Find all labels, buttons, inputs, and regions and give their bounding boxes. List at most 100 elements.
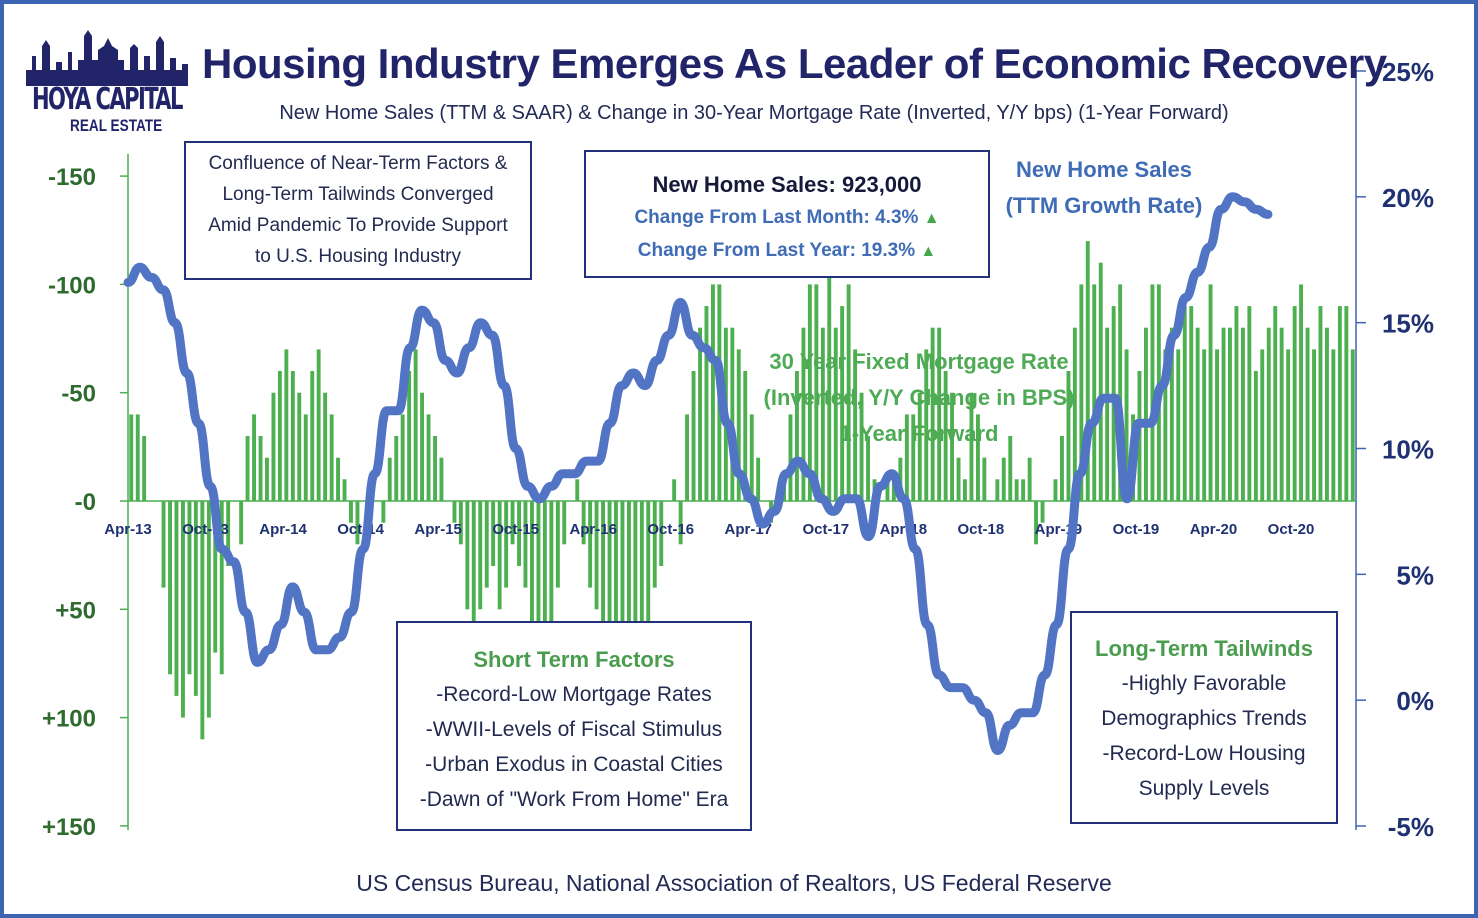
mortgage-bar bbox=[1350, 349, 1355, 501]
chart-subtitle: New Home Sales (TTM & SAAR) & Change in … bbox=[279, 102, 1229, 124]
x-axis-tick-label: Oct-17 bbox=[802, 521, 849, 538]
mortgage-bar bbox=[394, 436, 399, 501]
up-triangle-icon: ▲ bbox=[923, 210, 940, 227]
mortgage-bar bbox=[827, 262, 832, 501]
mortgage-bar bbox=[336, 457, 340, 501]
mortgage-bar bbox=[1008, 436, 1013, 501]
mortgage-bar bbox=[581, 501, 586, 545]
mortgage-bar bbox=[323, 392, 328, 501]
mortgage-bar bbox=[277, 371, 282, 501]
mortgage-bar bbox=[458, 501, 463, 545]
mortgage-bar bbox=[1150, 284, 1155, 501]
mortgage-bar bbox=[937, 327, 942, 501]
mortgage-bar bbox=[627, 501, 631, 718]
long-term-item: -Record-Low Housing bbox=[1102, 742, 1306, 765]
mortgage-bar bbox=[633, 501, 638, 696]
sales-growth-line bbox=[123, 192, 1273, 755]
note-line: Long-Term Tailwinds Converged bbox=[222, 184, 494, 205]
mortgage-bar bbox=[381, 501, 386, 523]
x-axis-tick-label: Oct-18 bbox=[958, 521, 1005, 538]
mortgage-bar bbox=[607, 501, 612, 653]
line-series bbox=[123, 192, 1273, 755]
mortgage-bar bbox=[1060, 436, 1064, 501]
mortgage-bar bbox=[588, 501, 593, 588]
short-term-heading: Short Term Factors bbox=[473, 647, 675, 672]
mortgage-bar bbox=[1098, 262, 1103, 501]
mortgage-bar bbox=[245, 436, 250, 501]
mortgage-bar bbox=[904, 414, 909, 501]
mortgage-bar bbox=[678, 501, 683, 545]
mortgage-bar bbox=[1163, 349, 1168, 501]
mortgage-bar bbox=[303, 414, 308, 501]
mortgage-bar bbox=[258, 436, 263, 501]
mortgage-bar bbox=[1001, 457, 1006, 501]
mortgage-bar bbox=[814, 284, 819, 501]
chart-canvas: -150 -100 -50 -0 +50 +100 +150 25% 20% 15% 10% 5% 0%… bbox=[42, 57, 1434, 842]
mortgage-bar bbox=[407, 371, 412, 501]
mortgage-bar bbox=[711, 284, 715, 501]
mortgage-bar bbox=[995, 479, 1000, 501]
annotation-line: 1-Year Forward bbox=[839, 421, 999, 446]
mortgage-bar bbox=[652, 501, 657, 588]
mortgage-bar bbox=[1292, 306, 1297, 501]
mortgage-bar bbox=[963, 479, 967, 501]
annotation-line: (TTM Growth Rate) bbox=[1005, 193, 1203, 218]
mortgage-bar bbox=[1195, 327, 1200, 501]
mortgage-bar bbox=[1189, 306, 1194, 501]
mortgage-bar bbox=[1169, 327, 1174, 501]
mortgage-bar bbox=[174, 501, 179, 696]
left-axis-tick-label: -50 bbox=[61, 381, 96, 408]
x-axis-tick-label: Oct-20 bbox=[1268, 521, 1315, 538]
mortgage-bar bbox=[342, 479, 347, 501]
mortgage-bar bbox=[161, 501, 166, 588]
left-axis-tick-label: -150 bbox=[48, 164, 96, 191]
mortgage-bar bbox=[1118, 284, 1123, 501]
mortgage-bar bbox=[1337, 306, 1342, 501]
left-axis-tick-label: -100 bbox=[48, 272, 96, 299]
short-term-item: -Dawn of "Work From Home" Era bbox=[419, 788, 729, 811]
mortgage-bar bbox=[601, 501, 605, 631]
sales-heading: New Home Sales: 923,000 bbox=[652, 172, 922, 197]
mortgage-bar bbox=[1066, 371, 1071, 501]
sales-summary-box: New Home Sales: 923,000 Change From Last… bbox=[584, 150, 990, 278]
mortgage-bar bbox=[310, 371, 315, 501]
sales-year-change: Change From Last Year: 19.3% ▲ bbox=[586, 235, 988, 268]
mortgage-bar bbox=[575, 479, 580, 501]
mortgage-bar bbox=[1266, 327, 1271, 501]
right-axis-tick-label: 20% bbox=[1382, 183, 1434, 213]
mortgage-bar bbox=[1279, 327, 1284, 501]
right-axis-tick-label: 25% bbox=[1382, 57, 1434, 87]
mortgage-bar bbox=[833, 327, 838, 501]
left-axis-tick-label: +100 bbox=[42, 706, 96, 733]
mortgage-bar bbox=[433, 436, 437, 501]
mortgage-series-annotation: 30 Year Fixed Mortgage Rate (Inverted, Y… bbox=[759, 344, 1079, 452]
x-axis-tick-label: Apr-20 bbox=[1190, 521, 1238, 538]
logo-line-2: REAL ESTATE bbox=[70, 116, 163, 135]
mortgage-bar bbox=[413, 349, 418, 501]
mortgage-bar bbox=[866, 436, 870, 501]
mortgage-bar bbox=[252, 414, 256, 501]
mortgage-bar bbox=[820, 327, 825, 501]
long-term-item: Supply Levels bbox=[1138, 777, 1270, 800]
mortgage-bar bbox=[349, 501, 353, 523]
x-axis-tick-label: Apr-18 bbox=[880, 521, 928, 538]
note-line: Confluence of Near-Term Factors & bbox=[208, 153, 508, 174]
mortgage-bar bbox=[1202, 349, 1207, 501]
mortgage-bar bbox=[504, 501, 509, 588]
mortgage-bar bbox=[1318, 306, 1323, 501]
mortgage-bar bbox=[614, 501, 618, 675]
mortgage-bar bbox=[387, 457, 392, 501]
mortgage-bar bbox=[795, 371, 799, 501]
logo-line-1: HOYA CAPITAL bbox=[32, 82, 183, 117]
mortgage-bar bbox=[1040, 501, 1045, 523]
mortgage-bar bbox=[530, 501, 534, 631]
mortgage-bar bbox=[924, 349, 929, 501]
mortgage-bar bbox=[788, 414, 793, 501]
mortgage-bar bbox=[510, 501, 515, 545]
mortgage-bar bbox=[976, 414, 980, 501]
skyline-icon bbox=[26, 30, 188, 86]
mortgage-bar bbox=[859, 392, 864, 501]
mortgage-bar bbox=[1344, 306, 1349, 501]
mortgage-bar bbox=[1312, 349, 1316, 501]
mortgage-bar bbox=[478, 501, 483, 610]
